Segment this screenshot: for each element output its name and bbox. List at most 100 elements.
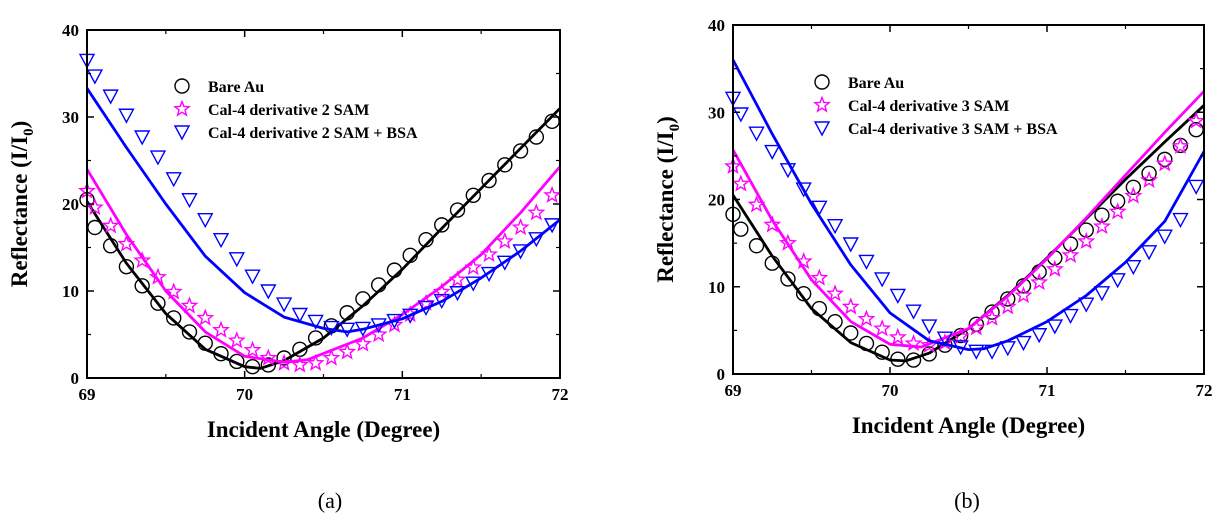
chart-a-data-point-2	[543, 185, 562, 204]
chart-b-data-point-3	[795, 182, 812, 198]
chart-b-legend-marker-1	[814, 74, 830, 90]
chart-a-y-tick-label: 30	[62, 108, 79, 127]
chart-a-data-point-1	[244, 358, 261, 375]
chart-a-y-tick-label: 40	[62, 21, 79, 40]
chart-a-data-point-2	[527, 203, 546, 221]
chart-b-data-point-3	[1125, 259, 1142, 276]
chart-b-data-point-3	[921, 319, 938, 335]
chart-b-data-point-1	[733, 221, 749, 237]
chart-b-data-point-1	[1125, 179, 1142, 195]
chart-b-x-tick-label: 69	[725, 381, 742, 400]
chart-b-data-point-1	[748, 238, 765, 254]
chart-b-data-point-2	[778, 233, 797, 251]
chart-a-data-point-2	[148, 267, 167, 285]
chart-a-data-point-1	[87, 219, 103, 236]
chart-b-data-point-1	[795, 286, 812, 302]
chart-a-y-tick-label: 20	[62, 195, 79, 214]
chart-b-legend-marker-3	[813, 121, 831, 137]
chart-b-data-point-1	[874, 344, 890, 360]
chart-b-data-point-2	[731, 174, 750, 192]
chart-a-data-point-2	[448, 270, 467, 288]
chart-a-data-point-1	[418, 231, 434, 248]
chart-b-ticks: 69 70 71 72 0 10 20 30 40	[708, 16, 1213, 400]
chart-a-x-axis-label: Incident Angle (Degree)	[207, 417, 440, 442]
chart-b-data-point-2	[1108, 202, 1127, 220]
chart-a-data-point-2	[133, 251, 152, 269]
chart-b-y-axis-label: Reflectance (I/I0)	[653, 116, 683, 283]
chart-b-data-point-3	[1062, 308, 1079, 325]
chart-b-data-point-3	[905, 304, 922, 320]
chart-a-data-point-2	[259, 348, 278, 366]
chart-a-y-axis-label-main: Reflectance (I/I	[7, 136, 32, 287]
chart-a-data-point-1	[434, 217, 450, 233]
chart-a-data-point-3	[86, 69, 104, 85]
chart-b-data-point-1	[1109, 193, 1126, 209]
chart-b-data-point-2	[1092, 216, 1111, 235]
chart-b-data-point-3	[968, 344, 985, 360]
chart-b-legend: Bare Au Cal-4 derivative 3 SAM Cal-4 deriv…	[813, 74, 1058, 138]
chart-a-data-point-1	[528, 129, 545, 145]
chart-b-fit-line-1	[731, 104, 1205, 363]
chart-a-legend-label-1: Bare Au	[208, 79, 264, 96]
chart-b-y-axis-label-subscript: 0	[667, 124, 683, 132]
chart-b-y-tick-label: 30	[708, 103, 725, 122]
chart-b-data-point-1	[890, 351, 906, 367]
chart-b-y-tick-label: 40	[708, 16, 725, 35]
chart-a-data-point-3	[118, 108, 135, 124]
chart-b-data-point-3	[732, 107, 750, 123]
chart-a-fit-line-2	[85, 165, 562, 364]
chart-a-data-point-1	[512, 143, 529, 159]
chart-b-data-point-1	[1000, 291, 1016, 307]
chart-b-data-point-3	[1172, 212, 1189, 229]
chart-b-data-point-2	[1030, 272, 1049, 291]
chart-b-data-point-3	[1078, 297, 1095, 313]
chart-a-data-point-1	[229, 353, 245, 370]
chart-a-data-point-2	[117, 234, 136, 252]
chart-b-legend-label-2: Cal-4 derivative 3 SAM	[848, 98, 1009, 115]
chart-b-data-point-2	[1014, 286, 1033, 304]
chart-a-data-point-3	[102, 89, 119, 105]
chart-a-data-point-1	[402, 247, 418, 264]
chart-b-data-point-3	[1187, 179, 1205, 195]
chart-a-data-point-3	[480, 266, 498, 283]
chart-panel-b: 69 70 71 72 0 10 20 30 40 Bare Au Cal-4 derivativ…	[653, 16, 1213, 513]
chart-a-y-axis-label: Reflectance (I/I0)	[7, 121, 37, 288]
chart-b-data-point-1	[1094, 207, 1110, 223]
chart-a-data-point-1	[307, 330, 324, 346]
chart-b-data-point-2	[967, 318, 986, 336]
chart-a-data-point-2	[432, 282, 451, 300]
chart-b-legend-label-3: Cal-4 derivative 3 SAM + BSA	[848, 121, 1058, 138]
chart-b-data-point-3	[999, 341, 1016, 357]
chart-b-data-point-1	[827, 313, 843, 330]
chart-a-data-point-2	[353, 334, 372, 352]
chart-a-data-point-1	[213, 345, 229, 362]
chart-a-data-point-3	[212, 232, 230, 249]
chart-a-legend-label-3: Cal-4 derivative 2 SAM + BSA	[208, 125, 418, 142]
chart-a-data-point-1	[197, 335, 213, 351]
chart-a-data-point-3	[323, 320, 340, 337]
chart-b-data-point-2	[841, 297, 860, 315]
chart-b-data-point-3	[1093, 286, 1111, 302]
chart-a-data-point-2	[417, 293, 435, 311]
chart-b-data-point-3	[936, 331, 954, 347]
chart-b-data-point-3	[1046, 319, 1064, 335]
chart-b-data-point-3	[1156, 229, 1173, 245]
chart-a-data-point-1	[370, 277, 387, 293]
chart-b-y-tick-label: 10	[708, 278, 725, 297]
chart-b-y-tick-label: 20	[708, 191, 725, 210]
chart-a-data-point-1	[323, 318, 340, 334]
chart-a-data-point-2	[322, 348, 341, 366]
chart-a-legend-label-2: Cal-4 derivative 2 SAM	[208, 102, 369, 119]
chart-a-data-point-2	[101, 216, 120, 234]
chart-b-data-point-2	[810, 268, 829, 286]
chart-a-legend-marker-3	[173, 125, 191, 141]
chart-a-data-point-3	[291, 307, 309, 323]
chart-a-x-tick-label: 72	[552, 385, 569, 404]
chart-b-x-tick-label: 70	[882, 381, 899, 400]
chart-a-marks	[78, 53, 562, 375]
chart-a-data-point-3	[433, 293, 450, 310]
chart-b-data-point-3	[873, 272, 891, 288]
chart-b-y-axis-label-main: Reflectance (I/I	[653, 131, 678, 282]
chart-b-data-point-3	[1109, 273, 1126, 289]
